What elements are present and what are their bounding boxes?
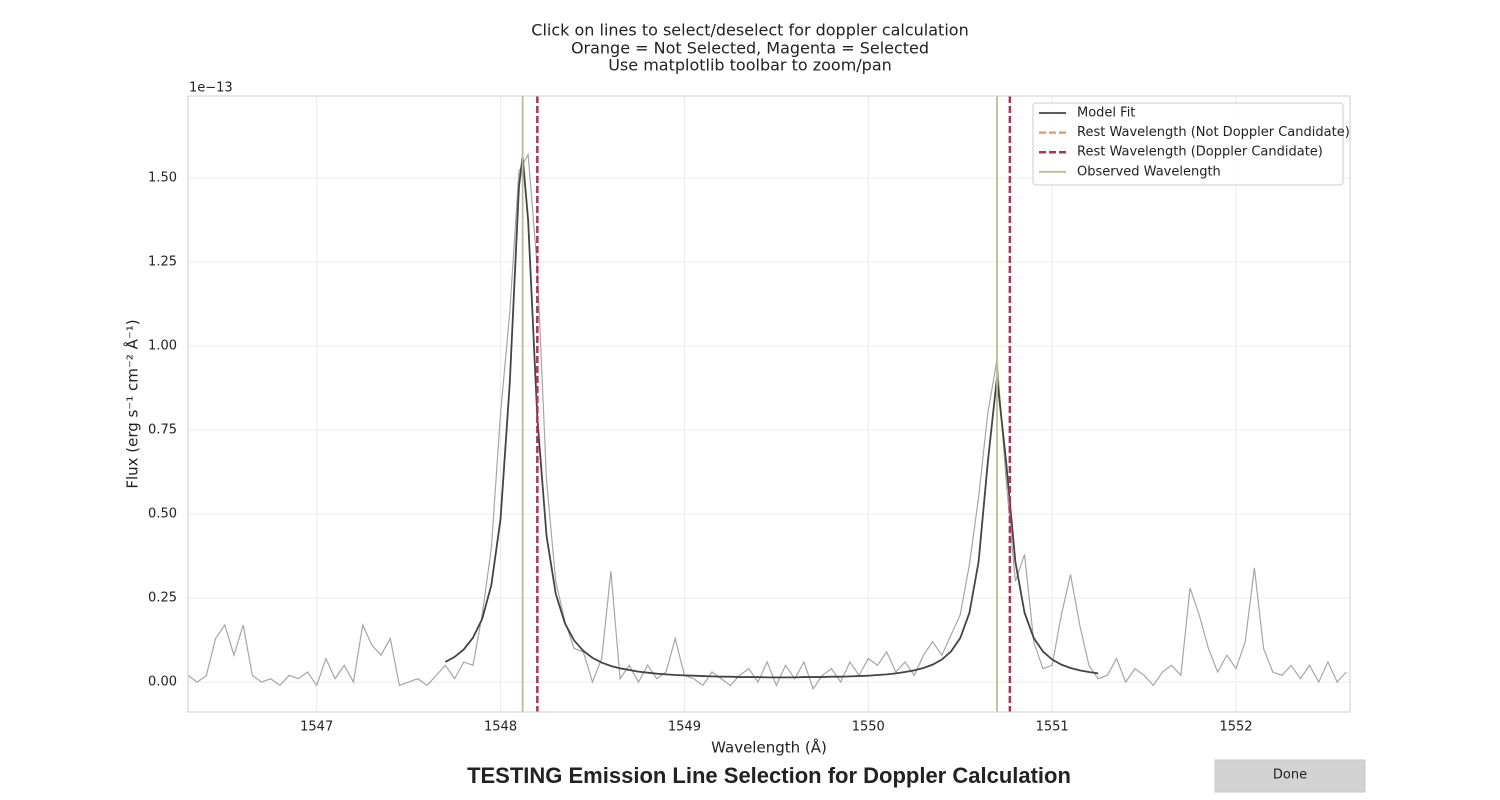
figure-heading: TESTING Emission Line Selection for Dopp… [467, 763, 1071, 788]
x-tick-label: 1548 [484, 720, 517, 735]
y-tick-label: 1.00 [148, 339, 177, 354]
legend-box [1032, 102, 1344, 186]
y-tick-label: 1.50 [148, 170, 177, 185]
x-tick-label: 1551 [1036, 720, 1069, 735]
y-tick-label: 0.25 [148, 591, 177, 606]
y-axis-label: Flux (erg s⁻¹ cm⁻² Å⁻¹) [123, 319, 142, 488]
title-line: Use matplotlib toolbar to zoom/pan [608, 56, 892, 75]
x-axis-label: Wavelength (Å) [711, 738, 827, 757]
legend-label: Rest Wavelength (Not Doppler Candidate) [1077, 125, 1350, 140]
axes-frame [187, 95, 1351, 713]
plot-area [188, 96, 1350, 712]
legend-label: Model Fit [1077, 106, 1135, 121]
x-tick-label: 1549 [668, 720, 701, 735]
done-button[interactable]: Done [1214, 759, 1366, 793]
x-tick-label: 1547 [300, 720, 333, 735]
x-tick-label: 1552 [1219, 720, 1252, 735]
y-tick-label: 1.25 [148, 255, 177, 270]
y-offset-label: 1e−13 [189, 81, 233, 96]
y-tick-label: 0.50 [148, 507, 177, 522]
legend-label: Observed Wavelength [1077, 164, 1221, 179]
model-line [444, 156, 1099, 679]
title-line: Orange = Not Selected, Magenta = Selecte… [571, 39, 929, 58]
button-face[interactable] [1214, 759, 1366, 793]
y-tick-label: 0.00 [148, 675, 177, 690]
legend-label: Rest Wavelength (Doppler Candidate) [1077, 145, 1323, 160]
button-label[interactable]: Done [1273, 768, 1307, 783]
y-tick-label: 0.75 [148, 423, 177, 438]
spectrum-line [188, 152, 1347, 691]
x-tick-label: 1550 [852, 720, 885, 735]
title-line: Click on lines to select/deselect for do… [531, 21, 968, 40]
